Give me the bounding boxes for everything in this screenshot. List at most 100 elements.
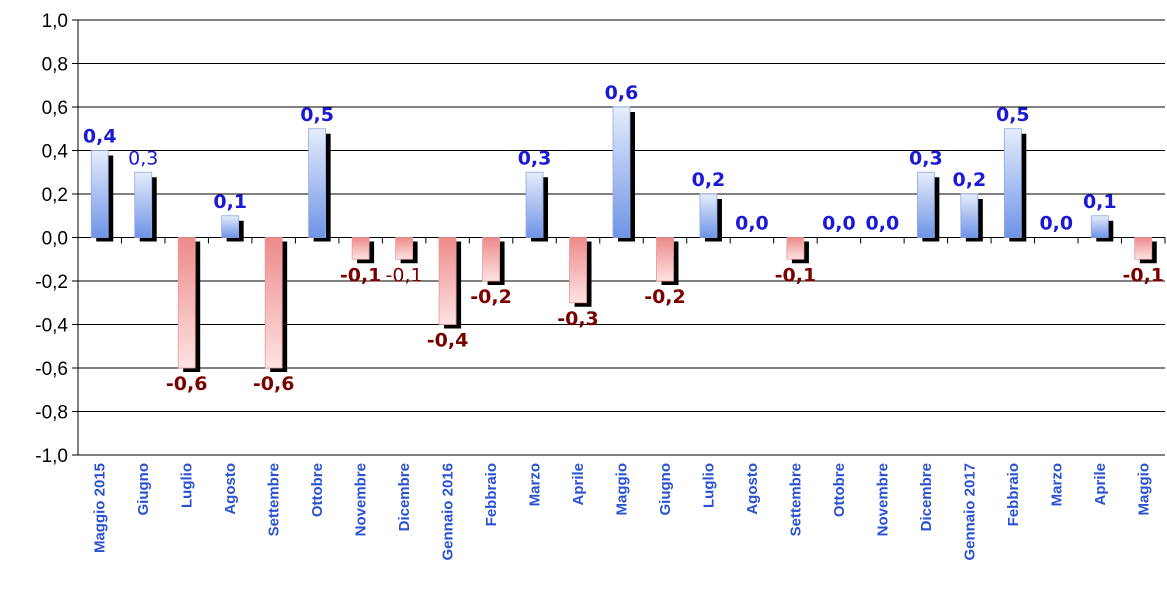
bar (1134, 237, 1153, 260)
x-category-label: Aprile (1092, 463, 1109, 506)
data-label: 0,2 (953, 169, 987, 191)
x-category-label: Marzo (1048, 463, 1065, 506)
x-category-label: Settembre (266, 463, 283, 536)
x-axis-category-labels: Maggio 2015 Giugno Luglio Agosto Settembre Ot… (92, 463, 1153, 561)
bar (221, 215, 240, 238)
y-tick-label: -0,8 (35, 403, 68, 424)
axes (77, 20, 1166, 455)
data-label: -0,1 (386, 264, 423, 286)
y-tick-label: -1,0 (35, 446, 68, 467)
data-label: 0,3 (128, 147, 158, 169)
bar (90, 150, 109, 238)
bar (1090, 215, 1109, 238)
data-label: -0,4 (427, 330, 469, 352)
data-label: 0,5 (996, 104, 1030, 126)
bar-group (1134, 237, 1157, 264)
x-category-label: Maggio (1135, 463, 1152, 516)
bar (134, 171, 153, 238)
bar-group (1003, 128, 1027, 242)
data-label: 0,0 (1039, 213, 1073, 235)
bar-group (221, 215, 244, 242)
bar-group (395, 237, 418, 264)
bar (656, 237, 674, 282)
y-tick-label: -0,6 (35, 359, 68, 380)
x-category-label: Dicembre (396, 463, 413, 531)
data-label: 0,3 (518, 147, 552, 169)
bar (916, 171, 935, 238)
x-category-label: Maggio 2015 (92, 463, 109, 553)
bar-group (177, 237, 201, 372)
data-label: 0,6 (605, 82, 639, 104)
x-category-label: Agosto (222, 463, 239, 515)
data-label: 0,3 (909, 147, 943, 169)
bar (786, 237, 805, 260)
y-tick-label: 0,0 (42, 229, 68, 250)
y-tick-label: 0,8 (42, 55, 68, 76)
bar-group (351, 237, 375, 264)
bar (482, 237, 500, 282)
bar (699, 193, 718, 238)
bar-group (960, 193, 983, 242)
y-tick-label: 0,6 (42, 98, 68, 119)
data-label: 0,1 (213, 191, 247, 213)
x-category-label: Ottobre (309, 463, 326, 517)
data-labels: 0,40,3-0,60,1-0,60,5-0,1 -0,1-0,4-0,20,3-… (83, 82, 1164, 395)
bar (308, 128, 327, 238)
bar-group (699, 193, 722, 242)
data-label: -0,2 (470, 286, 512, 308)
y-tick-label: 1,0 (42, 11, 68, 32)
bar (264, 237, 283, 369)
data-label: 0,2 (692, 169, 726, 191)
x-category-label: Settembre (787, 463, 804, 536)
y-tick-label: 0,4 (42, 142, 69, 163)
bar-group (569, 237, 592, 307)
x-category-label: Gennaio 2017 (961, 463, 978, 561)
bar (438, 237, 457, 325)
bar-group (134, 171, 157, 242)
bar (960, 193, 979, 238)
x-category-label: Febbraio (1005, 463, 1022, 526)
data-label: 0,1 (1083, 191, 1117, 213)
data-label: -0,3 (557, 308, 599, 330)
data-label: 0,4 (83, 126, 117, 148)
x-category-label: Giugno (657, 463, 674, 516)
x-category-label: Maggio (614, 463, 631, 516)
data-label: -0,1 (340, 264, 382, 286)
x-category-label: Luglio (179, 463, 196, 508)
bar-group (656, 237, 679, 285)
bar-group (1090, 215, 1114, 242)
data-label: -0,1 (1122, 264, 1164, 286)
x-category-label: Novembre (353, 463, 370, 536)
bar (612, 106, 631, 238)
y-axis-tick-labels: 1,0 0,8 0,6 0,4 0,2 0,0 -0,2 -0,4 -0,6 -0,8 -1,0 (35, 11, 68, 467)
bar-group (264, 237, 288, 372)
x-category-label: Gennaio 2016 (440, 463, 457, 561)
bar-group (786, 237, 809, 264)
bar (525, 171, 544, 238)
bar-group (482, 237, 505, 285)
bar-group (612, 106, 635, 242)
bar (351, 237, 370, 260)
y-tick-label: -0,2 (35, 272, 68, 293)
bar (1003, 128, 1022, 238)
x-category-label: Febbraio (483, 463, 500, 526)
bars (90, 106, 1157, 372)
bar-group (525, 171, 549, 242)
data-label: -0,2 (644, 286, 686, 308)
x-category-label: Aprile (570, 463, 587, 506)
data-label: -0,1 (775, 264, 817, 286)
bar (177, 237, 196, 369)
data-label: 0,0 (735, 213, 769, 235)
data-label: -0,6 (166, 373, 208, 395)
y-tick-label: -0,4 (35, 316, 68, 337)
x-category-label: Marzo (527, 463, 544, 506)
data-label: -0,6 (253, 373, 295, 395)
data-label: 0,0 (866, 213, 900, 235)
y-tick-label: 0,2 (42, 185, 68, 206)
bar-group (308, 128, 331, 242)
bar (395, 237, 414, 260)
bar-group (916, 171, 940, 242)
x-category-label: Giugno (135, 463, 152, 516)
x-category-label: Dicembre (918, 463, 935, 531)
bar-group (90, 150, 114, 242)
